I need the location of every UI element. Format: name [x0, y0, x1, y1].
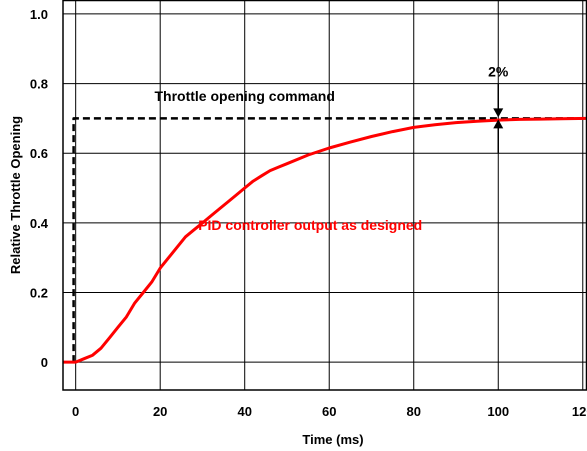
pid-output-line — [63, 116, 587, 364]
x-tick-label: 40 — [237, 404, 251, 419]
y-tick-label: 0.6 — [30, 146, 48, 161]
x-tick-label: 80 — [407, 404, 421, 419]
y-axis-title: Relative Throttle Opening — [8, 116, 23, 274]
x-tick-label: 0 — [72, 404, 79, 419]
y-tick-label: 0.2 — [30, 286, 48, 301]
grid — [63, 0, 587, 390]
annotations: Throttle opening command PID controller o… — [154, 64, 508, 233]
arrow-down-head — [493, 108, 504, 118]
y-tick-labels: 0 0.2 0.4 0.6 0.8 1.0 — [30, 7, 49, 370]
annotation-command-label: Throttle opening command — [154, 88, 334, 104]
tolerance-arrow — [493, 83, 504, 154]
x-tick-labels: 0 20 40 60 80 100 120 — [72, 404, 587, 419]
annotation-tolerance-label: 2% — [488, 64, 509, 80]
y-tick-label: 0.8 — [30, 77, 48, 92]
plot-background — [63, 0, 587, 390]
x-axis-title: Time (ms) — [302, 432, 363, 447]
series-group — [63, 116, 587, 364]
annotation-pid-label: PID controller output as designed — [198, 217, 422, 233]
x-tick-label: 100 — [487, 404, 509, 419]
y-tick-label: 0 — [41, 355, 48, 370]
x-tick-label: 120 — [572, 404, 587, 419]
arrow-up-head — [493, 119, 504, 129]
x-tick-label: 60 — [322, 404, 336, 419]
y-tick-label: 0.4 — [30, 216, 49, 231]
command-line — [72, 117, 587, 363]
x-tick-label: 20 — [153, 404, 167, 419]
y-tick-label: 1.0 — [30, 7, 48, 22]
